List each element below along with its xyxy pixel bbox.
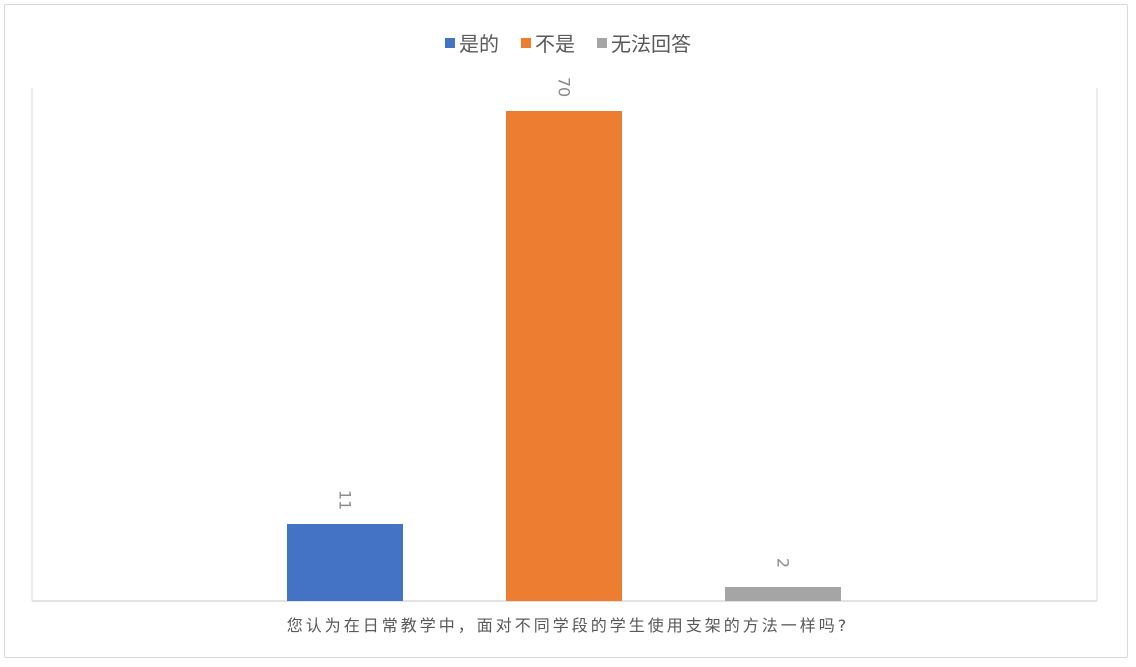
data-label-yes: 11 <box>336 490 355 510</box>
legend-label-yes: 是的 <box>459 32 499 56</box>
legend-item-yes: 是的 <box>445 28 499 57</box>
legend-item-no: 不是 <box>521 28 575 57</box>
data-label-no: 70 <box>555 77 574 97</box>
x-axis-label: 您认为在日常教学中，面对不同学段的学生使用支架的方法一样吗? <box>286 616 850 635</box>
legend-swatch-no <box>521 37 531 48</box>
bar-cannot-answer <box>725 587 841 601</box>
legend-swatch-yes <box>445 37 455 48</box>
legend-label-cannot-answer: 无法回答 <box>611 32 691 56</box>
data-label-cannot-answer: 2 <box>774 558 793 568</box>
bar-no <box>506 111 622 601</box>
legend-item-cannot-answer: 无法回答 <box>597 28 691 57</box>
legend-swatch-cannot-answer <box>597 37 607 48</box>
legend-label-no: 不是 <box>535 32 575 56</box>
legend: 是的 不是 无法回答 <box>0 28 1136 57</box>
bar-yes <box>287 524 403 601</box>
